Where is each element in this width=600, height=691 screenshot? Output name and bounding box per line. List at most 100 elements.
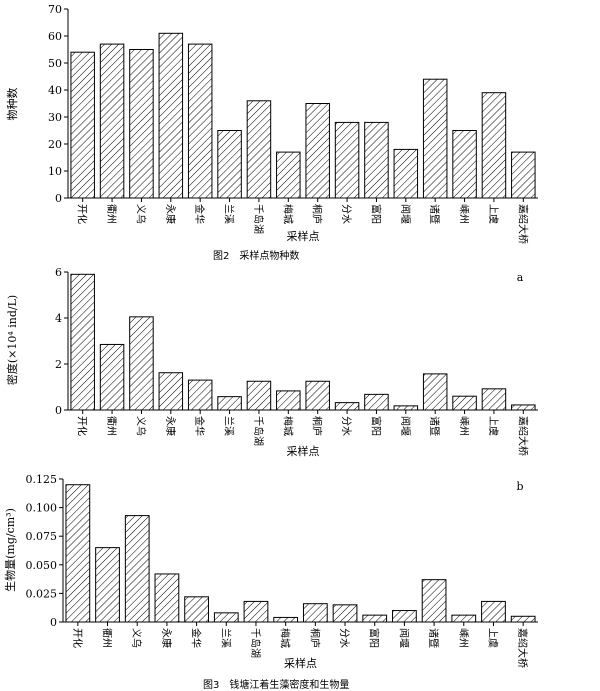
- bar: [217, 396, 242, 411]
- x-tick-label: 义乌: [130, 628, 143, 648]
- x-tick-label: 嘉绍大桥: [516, 628, 529, 668]
- bar: [511, 404, 536, 411]
- x-tick-label: 兰溪: [223, 416, 236, 436]
- y-tick-label: 0: [50, 616, 57, 629]
- figure2-caption: 图2 采样点物种数: [213, 251, 300, 262]
- bar: [99, 343, 125, 411]
- bar: [364, 393, 389, 411]
- bar: [276, 390, 301, 411]
- y-axis-title: 生物量(mg/cm³): [3, 508, 17, 592]
- x-tick-label: 上虞: [486, 628, 499, 648]
- bar: [276, 151, 301, 199]
- bar: [481, 388, 507, 411]
- bar: [246, 380, 272, 411]
- bar: [95, 547, 120, 623]
- bar: [70, 273, 95, 411]
- x-tick-label: 开化: [76, 416, 89, 436]
- y-tick-label: 2: [55, 358, 62, 371]
- x-tick-label: 桐庐: [308, 628, 321, 648]
- x-tick-label: 嵊州: [458, 204, 471, 224]
- bar: [302, 603, 328, 623]
- bar: [70, 51, 95, 199]
- y-tick-label: 0.050: [26, 559, 58, 572]
- bar: [421, 579, 447, 623]
- x-tick-label: 闻堰: [397, 628, 410, 648]
- chart-panel-1: 0 10 20 30 40 50 60 70 开化 衢州 义乌 永康 金华 兰溪 千岛湖 梅城 桐庐 分水 富阳 闻堰…: [5, 3, 538, 244]
- bar: [243, 600, 269, 623]
- x-tick-label: 梅城: [281, 204, 294, 224]
- bar: [158, 372, 184, 411]
- bar: [452, 395, 477, 411]
- x-tick-label: 富阳: [369, 416, 382, 436]
- bar: [422, 373, 448, 411]
- bar: [451, 614, 477, 623]
- x-tick-label: 衢州: [101, 628, 113, 648]
- y-tick-label: 0.125: [26, 473, 58, 486]
- bar: [99, 43, 125, 199]
- x-tick-label: 富阳: [368, 628, 381, 648]
- x-tick-label: 诸暨: [427, 628, 439, 648]
- bar: [246, 100, 272, 199]
- x-tick-label: 分水: [340, 416, 352, 436]
- x-tick-label: 开化: [71, 628, 84, 648]
- x-tick-label: 义乌: [134, 416, 147, 436]
- y-tick-label: 0: [55, 404, 62, 417]
- bar: [158, 32, 184, 199]
- x-tick-label: 兰溪: [223, 204, 236, 224]
- bar: [65, 484, 91, 623]
- bar: [392, 610, 417, 623]
- panel-label: b: [516, 480, 523, 493]
- x-tick-label: 衢州: [105, 204, 117, 224]
- x-tick-label: 千岛湖: [252, 204, 265, 234]
- y-tick-label: 0.025: [26, 587, 58, 600]
- x-tick-label: 分水: [338, 628, 350, 648]
- x-tick-label: 闻堰: [399, 204, 412, 224]
- x-tick-label: 金华: [190, 628, 203, 648]
- x-tick-label: 桐庐: [311, 416, 324, 436]
- chart-panel-3: 0 0.025 0.050 0.075 0.100 0.125 开化 衢州 义乌 永康 金华 兰溪 千岛…: [3, 473, 538, 670]
- bar: [217, 130, 242, 199]
- x-tick-label: 诸暨: [428, 416, 440, 436]
- bar: [129, 316, 154, 411]
- chart-panel-2: 0 2 4 6 开化 衢州 义乌 永康 金华 兰溪 千岛湖 梅城 桐庐 分水 富阳 闻堰 诸暨 嵊州 上虞 嘉绍大桥 密…: [5, 266, 538, 458]
- x-tick-label: 上虞: [487, 416, 500, 436]
- bar: [481, 600, 506, 623]
- x-tick-label: 富阳: [369, 204, 382, 224]
- y-axis-title: 密度(×10⁴ ind/L): [5, 295, 19, 385]
- figure3-caption: 图3 钱塘江着生藻密度和生物量: [203, 680, 350, 691]
- x-axis-title: 采样点: [284, 656, 317, 670]
- y-tick-label: 0.100: [26, 502, 58, 515]
- bar: [124, 515, 150, 623]
- x-axis-title: 采样点: [287, 444, 320, 458]
- y-tick-label: 10: [48, 165, 62, 178]
- y-tick-label: 70: [48, 3, 62, 16]
- bar: [452, 130, 477, 199]
- bar: [273, 616, 299, 623]
- y-tick-label: 30: [48, 111, 62, 124]
- x-tick-label: 闻堰: [399, 416, 412, 436]
- x-tick-label: 嵊州: [457, 628, 470, 648]
- bar: [334, 402, 360, 411]
- x-tick-label: 上虞: [487, 204, 500, 224]
- bar: [154, 573, 180, 623]
- bar: [393, 148, 419, 199]
- y-tick-label: 20: [48, 138, 62, 151]
- x-tick-label: 诸暨: [428, 204, 440, 224]
- panel-label: a: [517, 271, 524, 284]
- bar: [510, 615, 536, 623]
- y-tick-label: 4: [55, 312, 62, 325]
- bar: [305, 103, 330, 199]
- x-tick-label: 千岛湖: [252, 416, 265, 446]
- x-tick-label: 金华: [193, 416, 206, 436]
- x-tick-label: 永康: [164, 416, 177, 436]
- bar: [184, 596, 209, 623]
- bar: [422, 78, 448, 199]
- bar: [187, 43, 213, 199]
- bar: [129, 49, 154, 199]
- x-tick-label: 梅城: [279, 628, 292, 648]
- x-tick-label: 衢州: [105, 416, 117, 436]
- x-tick-label: 分水: [340, 204, 352, 224]
- y-axis-title: 物种数: [5, 88, 19, 121]
- x-tick-label: 永康: [160, 628, 173, 648]
